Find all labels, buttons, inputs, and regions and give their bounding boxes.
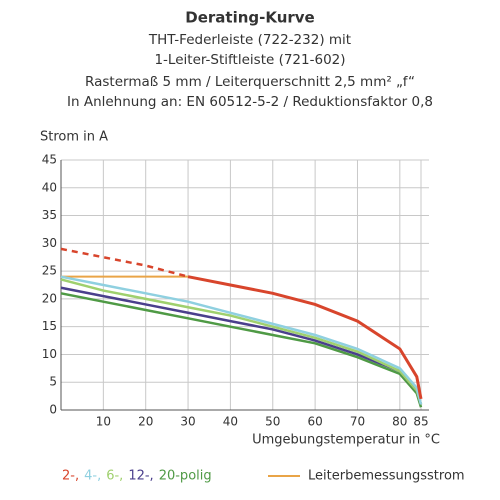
y-tick-label: 40 <box>42 180 57 194</box>
x-tick-label: 60 <box>307 415 322 429</box>
series-line <box>60 286 423 405</box>
x-tick-label: 80 <box>392 415 407 429</box>
y-tick-label: 30 <box>42 236 57 250</box>
legend-label: 4-, <box>84 469 101 484</box>
series-line <box>60 247 189 278</box>
legend-label: 12-, <box>128 469 153 484</box>
legend-label: Leiterbemessungsstrom <box>308 469 465 484</box>
x-tick-label: 30 <box>180 415 195 429</box>
x-tick-label: 50 <box>265 415 280 429</box>
series-line <box>187 275 423 400</box>
x-tick-label: 70 <box>350 415 365 429</box>
legend-label: 20-polig <box>159 469 212 484</box>
y-tick-label: 45 <box>42 153 57 167</box>
y-axis-label: Strom in A <box>40 130 108 145</box>
series-line <box>60 275 423 405</box>
y-tick-label: 35 <box>42 208 57 222</box>
legend-label: 6-, <box>106 469 123 484</box>
y-tick-label: 15 <box>42 319 57 333</box>
y-tick-label: 10 <box>42 347 57 361</box>
x-tick-label: 20 <box>138 415 153 429</box>
y-tick-label: 0 <box>49 403 57 417</box>
series-line <box>60 292 423 408</box>
chart-title: Derating-Kurve <box>185 9 315 27</box>
y-tick-label: 5 <box>49 375 57 389</box>
legend-label: 2-, <box>62 469 79 484</box>
x-axis-label: Umgebungstemperatur in °C <box>252 433 440 448</box>
subtitle: THT-Federleiste (722-232) mit <box>148 32 351 48</box>
subtitle: Rastermaß 5 mm / Leiterquerschnitt 2,5 m… <box>85 74 415 90</box>
subtitle: In Anlehnung an: EN 60512-5-2 / Reduktio… <box>67 94 433 110</box>
x-tick-label: 40 <box>223 415 238 429</box>
subtitle: 1-Leiter-Stiftleiste (721-602) <box>154 52 345 68</box>
x-tick-label: 85 <box>413 415 428 429</box>
y-tick-label: 20 <box>42 291 57 305</box>
y-tick-label: 25 <box>42 264 57 278</box>
x-tick-label: 10 <box>96 415 111 429</box>
series-line <box>60 278 423 405</box>
